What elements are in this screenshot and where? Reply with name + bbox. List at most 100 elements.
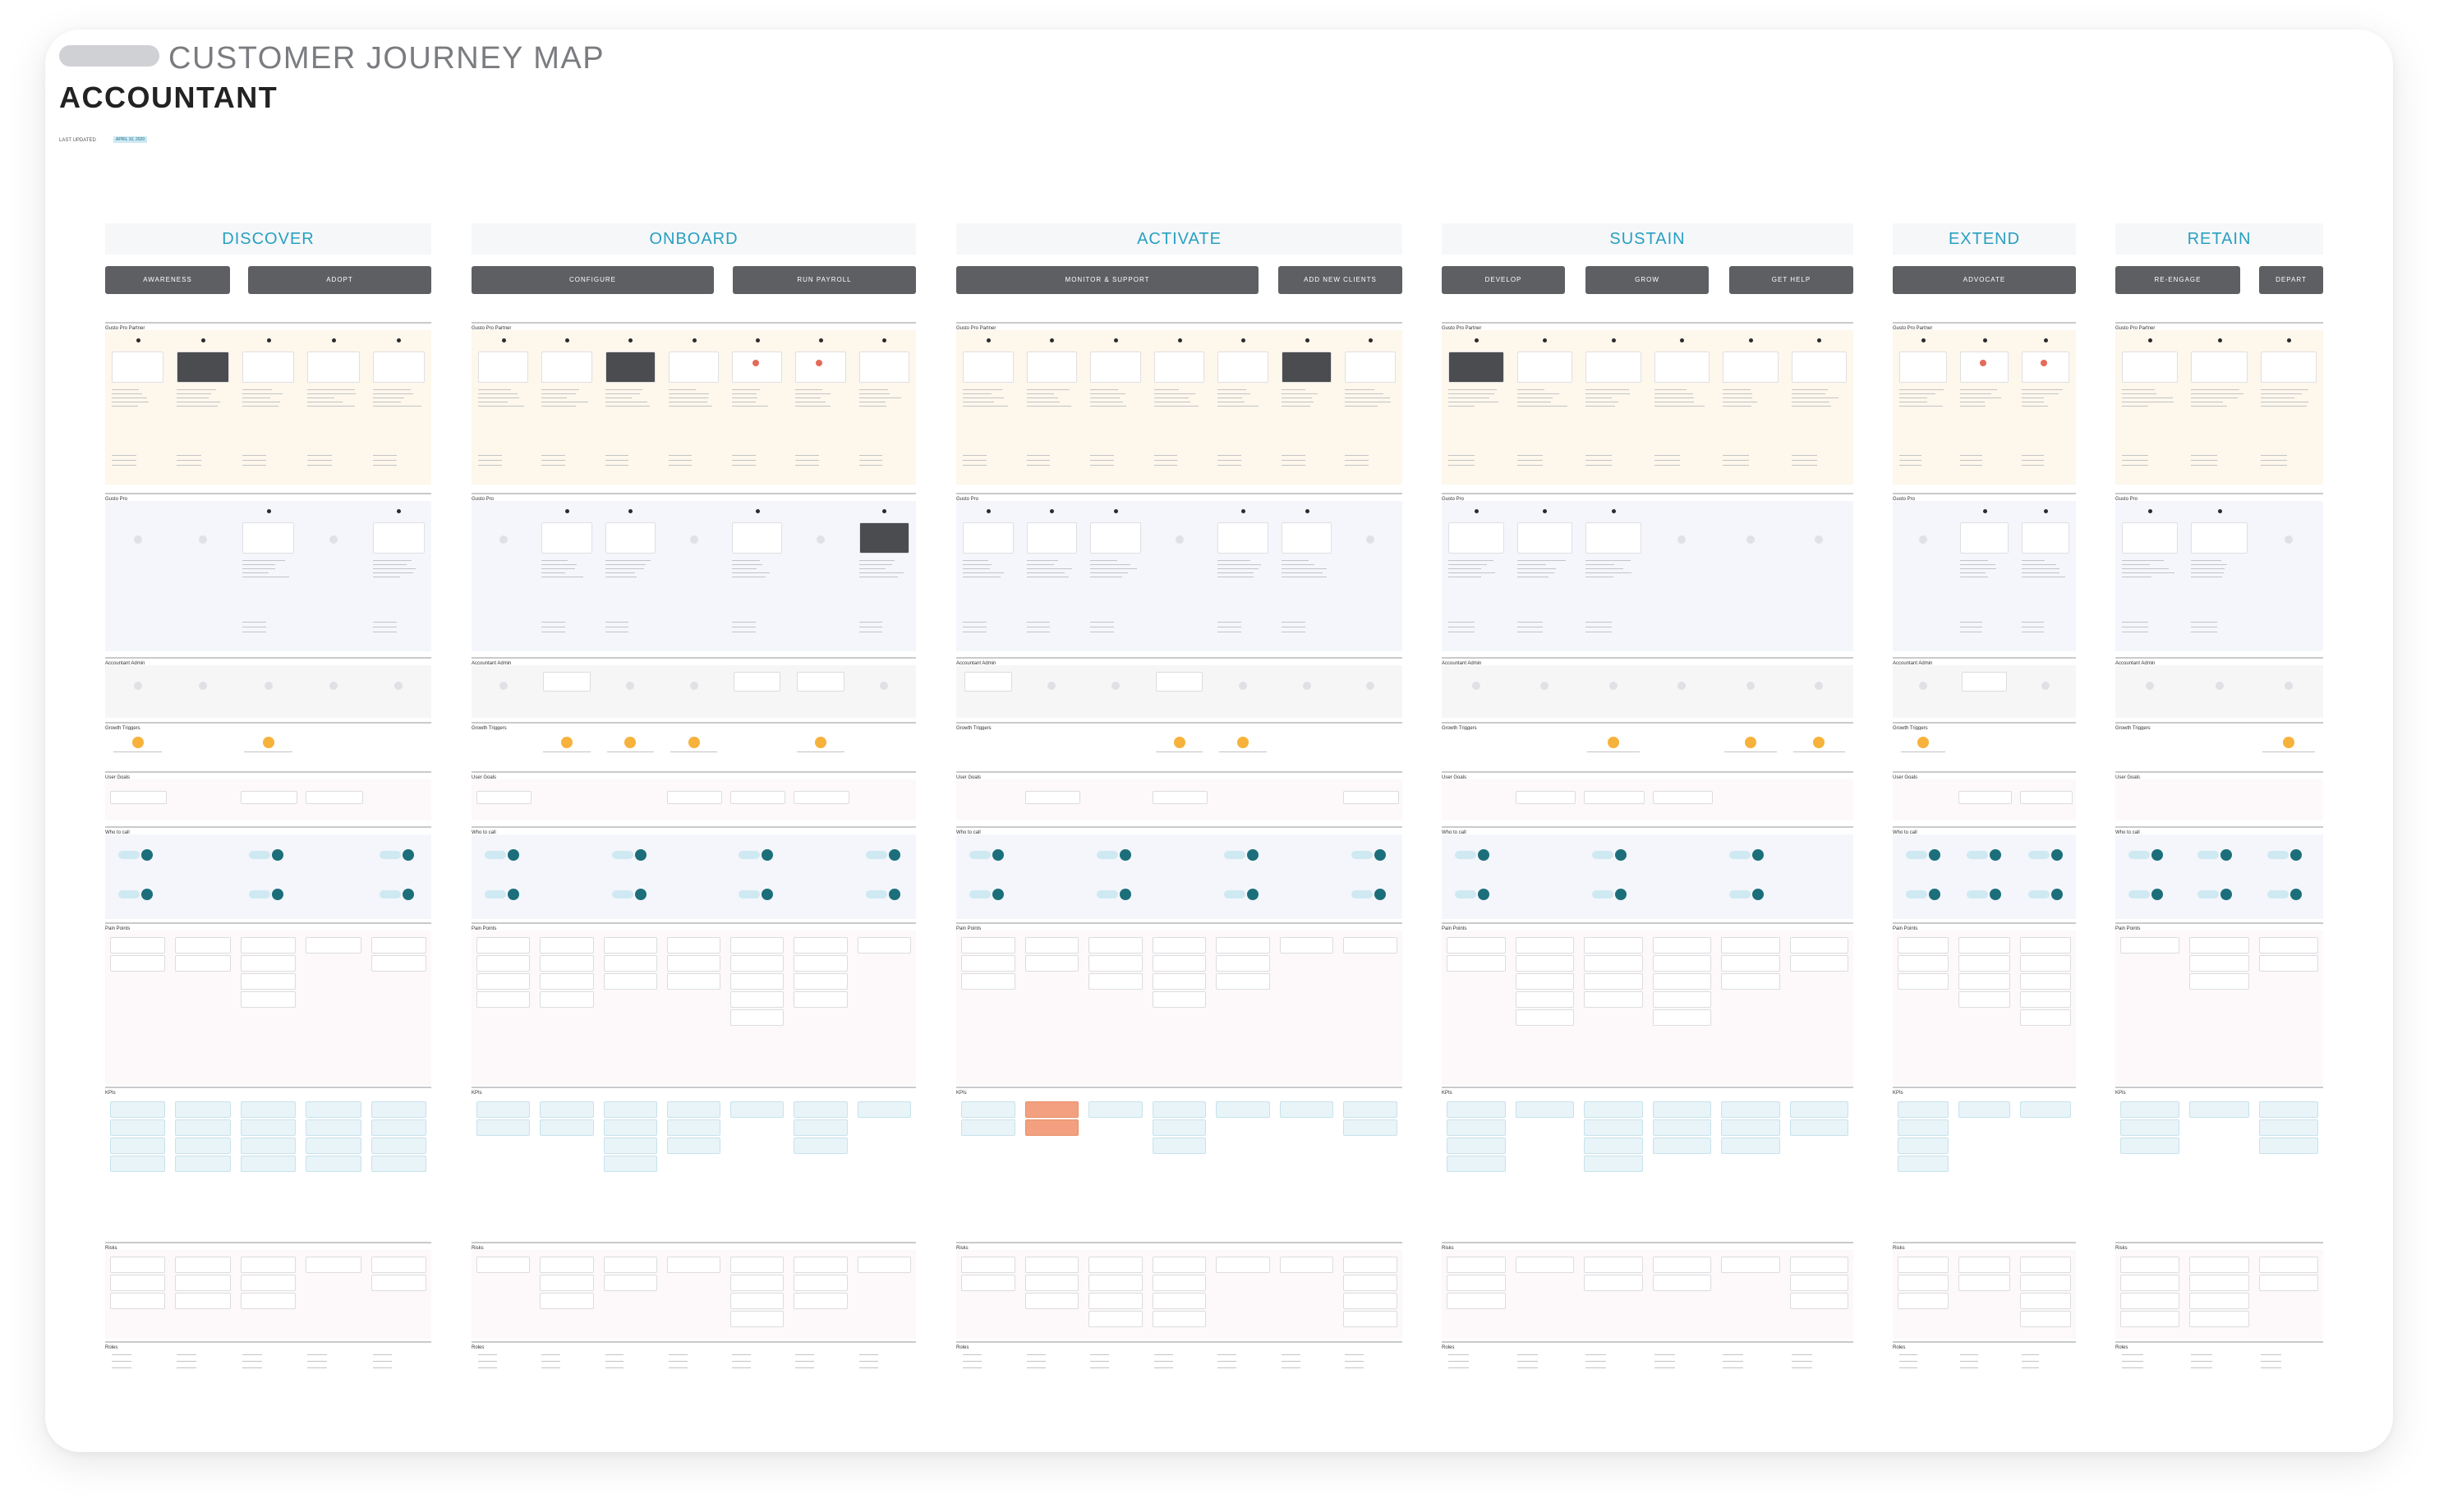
phase-advocate[interactable]: ADVOCATE (1893, 266, 2076, 294)
phase-add-new-clients[interactable]: ADD NEW CLIENTS (1278, 266, 1402, 294)
step-marker (201, 338, 206, 342)
screen-thumbnail[interactable] (242, 522, 295, 554)
phase-configure[interactable]: CONFIGURE (472, 266, 714, 294)
screen-thumbnail[interactable] (2021, 522, 2069, 554)
empty-step (1746, 535, 1755, 544)
screen-thumbnail[interactable] (112, 352, 164, 383)
phase-monitor-support[interactable]: MONITOR & SUPPORT (956, 266, 1259, 294)
phase-grow[interactable]: GROW (1585, 266, 1709, 294)
role-line (1153, 1354, 1173, 1355)
screen-thumbnail[interactable] (1960, 352, 2009, 383)
phase-run-payroll[interactable]: RUN PAYROLL (733, 266, 916, 294)
screen-thumbnail[interactable] (1026, 522, 1078, 554)
text-line (1654, 393, 1694, 394)
screen-thumbnail[interactable] (2191, 352, 2248, 383)
text-line (963, 564, 992, 565)
contact-avatar-icon (992, 889, 1004, 900)
lane-background (472, 665, 916, 718)
screen-thumbnail[interactable] (2122, 352, 2179, 383)
phase-get-help[interactable]: GET HELP (1729, 266, 1853, 294)
screen-thumbnail[interactable] (1281, 352, 1332, 383)
screen-thumbnail[interactable] (1516, 352, 1572, 383)
step-marker (564, 338, 569, 342)
phase-awareness[interactable]: AWARENESS (105, 266, 230, 294)
text-line (1587, 751, 1640, 752)
pain-point-card (110, 937, 166, 954)
screen-thumbnail[interactable] (478, 352, 529, 383)
role-line (2122, 1367, 2143, 1368)
contact-avatar-icon (762, 849, 774, 861)
contact-avatar-icon (762, 889, 774, 900)
screen-thumbnail[interactable] (963, 522, 1014, 554)
screen-thumbnail[interactable] (1090, 522, 1141, 554)
contact-avatar-icon (634, 889, 647, 900)
phase-depart[interactable]: DEPART (2259, 266, 2323, 294)
screen-thumbnail[interactable] (1448, 352, 1504, 383)
kpi-card (1898, 1156, 1949, 1172)
screen-thumbnail[interactable] (1654, 352, 1710, 383)
screen-thumbnail[interactable] (1960, 522, 2009, 554)
screen-thumbnail[interactable] (858, 352, 909, 383)
screen-thumbnail[interactable] (1516, 522, 1572, 554)
step-marker (1543, 338, 1548, 342)
kpi-card (175, 1119, 231, 1136)
screen-thumbnail[interactable] (372, 522, 425, 554)
screen-thumbnail[interactable] (1090, 352, 1141, 383)
screen-thumbnail[interactable] (858, 522, 909, 554)
phase-develop[interactable]: DEVELOP (1442, 266, 1565, 294)
empty-step (2146, 682, 2155, 690)
screen-thumbnail[interactable] (242, 352, 295, 383)
screen-thumbnail[interactable] (1217, 352, 1268, 383)
screen-thumbnail[interactable] (1585, 522, 1641, 554)
risk-card (1789, 1257, 1848, 1273)
kpi-card (1652, 1137, 1711, 1154)
stage-activate: ACTIVATE MONITOR & SUPPORT ADD NEW CLIENTS… (956, 223, 1402, 1400)
screen-thumbnail[interactable] (1345, 352, 1396, 383)
screen-thumbnail[interactable] (1281, 522, 1332, 554)
contact-avatar-icon (1752, 889, 1764, 900)
pain-point-card (1652, 937, 1711, 954)
role-line (1448, 1367, 1470, 1368)
pain-point-card (1584, 973, 1643, 990)
screen-thumbnail[interactable] (1791, 352, 1847, 383)
step-marker (2217, 338, 2222, 342)
screen-thumbnail[interactable] (605, 522, 656, 554)
screen-thumbnail[interactable] (1723, 352, 1779, 383)
text-line (858, 560, 895, 561)
phase-re-engage[interactable]: RE-ENGAGE (2115, 266, 2240, 294)
text-line (858, 572, 904, 573)
screen-thumbnail[interactable] (2122, 522, 2179, 554)
screen-thumbnail[interactable] (541, 352, 592, 383)
screen-thumbnail[interactable] (1585, 352, 1641, 383)
screen-thumbnail[interactable] (541, 522, 592, 554)
screen-thumbnail[interactable] (177, 352, 229, 383)
role-line (858, 1354, 878, 1355)
text-line (1090, 564, 1131, 565)
screen-thumbnail[interactable] (1899, 352, 1948, 383)
screen-thumbnail[interactable] (963, 352, 1014, 383)
screen-thumbnail[interactable] (2260, 352, 2317, 383)
screen-thumbnail[interactable] (1217, 522, 1268, 554)
screen-thumbnail[interactable] (732, 352, 783, 383)
risk-card (370, 1257, 426, 1273)
screen-thumbnail[interactable] (307, 352, 360, 383)
pain-point-card (730, 973, 785, 990)
contact-avatar-icon (2289, 849, 2302, 861)
screen-thumbnail[interactable] (668, 352, 720, 383)
pain-point-card (1652, 1009, 1711, 1026)
screen-thumbnail[interactable] (1448, 522, 1504, 554)
phase-adopt[interactable]: ADOPT (248, 266, 431, 294)
screen-thumbnail[interactable] (605, 352, 656, 383)
screen-thumbnail[interactable] (1026, 352, 1078, 383)
lane-label: Growth Triggers (1442, 726, 1477, 731)
screen-thumbnail[interactable] (372, 352, 425, 383)
metric-line (1090, 460, 1114, 461)
screen-thumbnail[interactable] (2191, 522, 2248, 554)
screen-thumbnail[interactable] (1153, 352, 1205, 383)
text-line (732, 572, 770, 573)
screen-thumbnail[interactable] (795, 352, 846, 383)
role-line (478, 1354, 497, 1355)
lane-background (1893, 931, 2076, 1085)
screen-thumbnail[interactable] (2021, 352, 2069, 383)
screen-thumbnail[interactable] (732, 522, 783, 554)
